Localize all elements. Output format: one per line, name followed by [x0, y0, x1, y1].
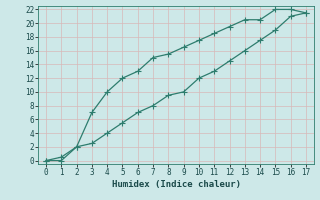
X-axis label: Humidex (Indice chaleur): Humidex (Indice chaleur)	[111, 180, 241, 189]
